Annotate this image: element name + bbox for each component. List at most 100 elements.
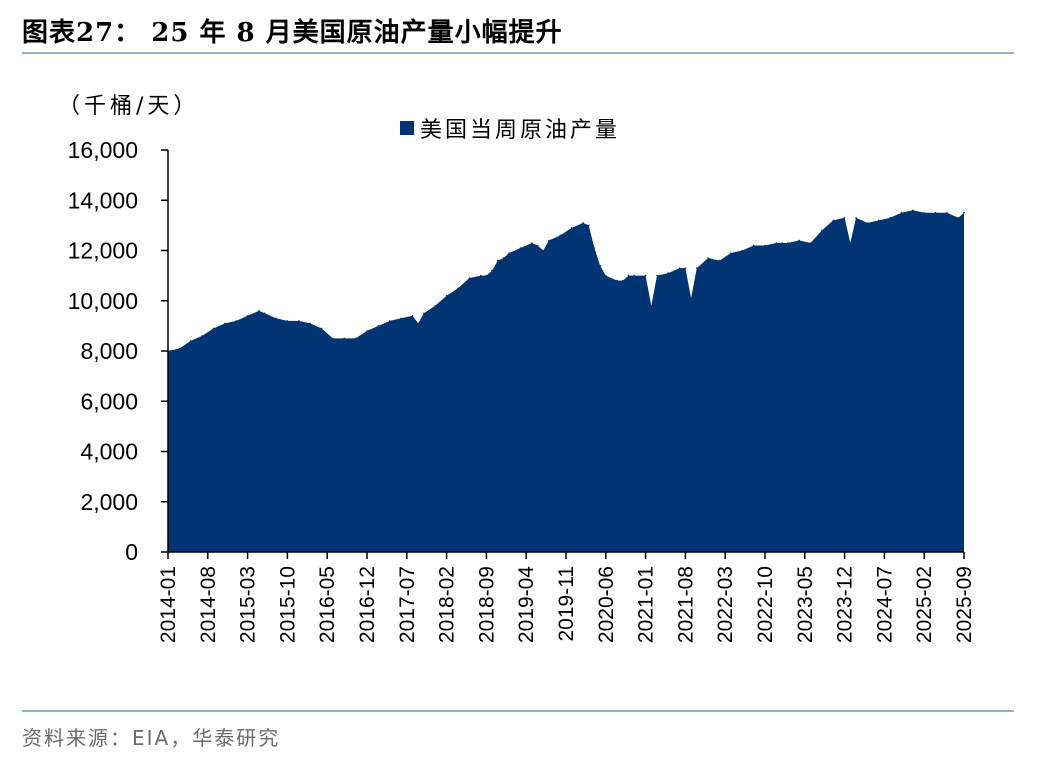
x-tick-label: 2014-01 [157, 566, 180, 643]
data-point [718, 259, 721, 262]
x-tick-label: 2021-08 [674, 566, 697, 643]
title-divider [22, 52, 1014, 54]
production-area-chart: 0 2,000 4,000 6,000 8,000 10,000 12,000 14,000 1… [68, 137, 976, 643]
data-point [656, 274, 658, 277]
data-point [508, 252, 510, 254]
data-point [332, 337, 334, 340]
data-point [235, 320, 237, 322]
data-point [354, 337, 357, 340]
data-point [286, 320, 289, 322]
x-tick-label: 2023-05 [794, 566, 817, 643]
data-point [434, 305, 437, 307]
x-tick-label: 2019-11 [555, 566, 578, 642]
data-point [752, 244, 755, 247]
data-point [963, 212, 965, 214]
x-tick-label: 2025-09 [953, 566, 976, 643]
y-tick-label: 6,000 [80, 388, 138, 414]
y-tick-label: 16,000 [68, 137, 138, 163]
data-point [775, 242, 778, 244]
data-point [246, 315, 249, 317]
data-point [263, 312, 266, 315]
data-point [570, 227, 573, 229]
data-point [309, 322, 311, 325]
data-point [855, 217, 857, 219]
data-point [388, 320, 391, 322]
data-point [559, 234, 562, 237]
x-tick-label: 2025-02 [913, 566, 936, 643]
data-point [889, 217, 891, 219]
data-point [849, 242, 852, 244]
data-point [445, 294, 448, 297]
data-point [224, 322, 226, 325]
x-tick-label: 2015-10 [276, 566, 299, 643]
x-tick-label: 2019-04 [515, 566, 538, 643]
data-point [644, 274, 647, 277]
data-point [843, 217, 846, 219]
data-point [423, 312, 425, 315]
data-point [485, 274, 488, 277]
data-point [798, 239, 800, 242]
data-point [616, 279, 618, 282]
source-note: 资料来源：EIA，华泰研究 [22, 726, 281, 750]
data-point [900, 212, 903, 214]
data-point [957, 217, 960, 219]
data-point [531, 242, 533, 244]
data-point [684, 267, 687, 269]
y-tick-label: 0 [125, 539, 138, 565]
data-point [690, 297, 692, 300]
x-tick-label: 2016-12 [356, 566, 379, 643]
data-point [934, 212, 937, 214]
data-point [417, 322, 420, 325]
legend-swatch [400, 121, 414, 135]
chart-title: 图表27： 25 年 8 月美国原油产量小幅提升 [22, 18, 563, 48]
data-point [650, 305, 653, 307]
source-divider [22, 710, 1014, 712]
data-point [923, 212, 925, 214]
data-point [587, 224, 590, 227]
x-tick-label: 2022-03 [714, 566, 737, 643]
data-point [605, 274, 607, 277]
data-point [627, 274, 630, 277]
legend-label: 美国当周原油产量 [420, 118, 621, 143]
data-point [821, 229, 823, 232]
data-point [491, 269, 493, 272]
y-tick-label: 2,000 [80, 489, 138, 515]
x-tick-label: 2023-12 [834, 566, 857, 643]
data-point [696, 267, 698, 269]
data-point [468, 277, 471, 279]
y-tick-label: 10,000 [68, 288, 138, 314]
x-tick-label: 2020-06 [595, 566, 618, 643]
x-tick-label: 2022-10 [754, 566, 777, 643]
x-tick-label: 2018-09 [475, 566, 498, 643]
x-tick-label: 2017-07 [396, 566, 419, 643]
data-point [678, 267, 681, 269]
data-point [320, 327, 323, 330]
x-tick-label: 2015-03 [237, 566, 260, 643]
data-point [542, 249, 545, 252]
data-point [457, 287, 459, 290]
data-point [866, 222, 869, 224]
y-tick-label: 4,000 [80, 439, 138, 465]
data-point [622, 279, 624, 282]
x-tick-label: 2018-02 [436, 566, 459, 643]
data-point [201, 335, 203, 337]
data-point [633, 274, 635, 277]
data-point [377, 325, 380, 327]
data-point [786, 242, 789, 244]
data-point [548, 239, 550, 242]
data-point [411, 315, 414, 317]
data-point [764, 244, 766, 247]
data-point [502, 257, 505, 259]
legend: 美国当周原油产量 [400, 112, 620, 144]
data-point [189, 340, 192, 342]
series-area [168, 210, 964, 553]
data-point [707, 257, 709, 259]
data-point [400, 317, 402, 320]
x-tick-label: 2021-01 [635, 566, 658, 643]
data-point [946, 212, 948, 214]
data-point [178, 347, 181, 350]
data-point [809, 242, 812, 244]
data-point [832, 219, 834, 222]
data-point [730, 252, 732, 254]
data-point [667, 272, 670, 274]
